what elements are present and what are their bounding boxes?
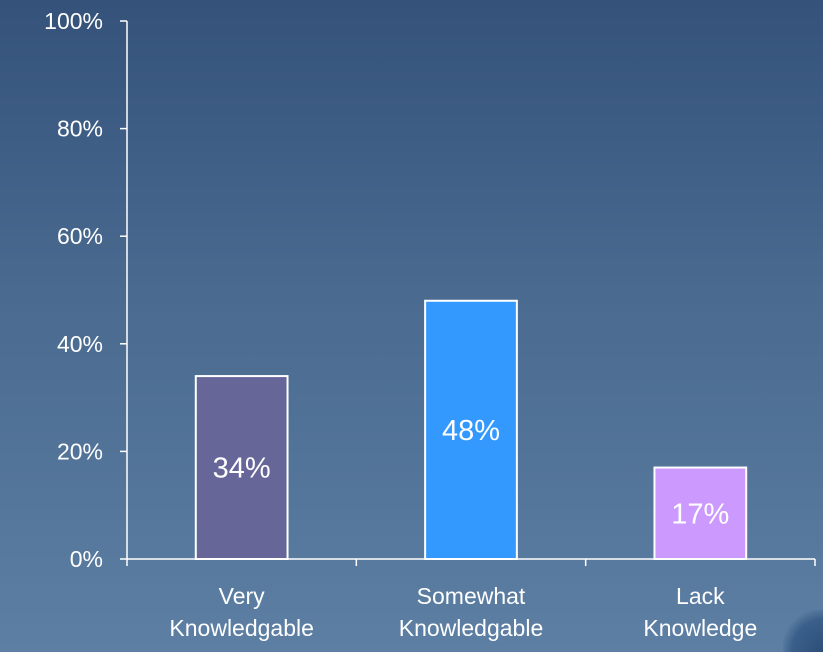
y-tick-label: 40% xyxy=(57,331,103,357)
bar xyxy=(194,375,289,560)
data-label: 34% xyxy=(213,453,271,485)
x-axis: Very Knowledgable Somewhat Knowledgable Lack… xyxy=(126,558,816,641)
bar xyxy=(653,466,748,561)
category-label: Knowledgable xyxy=(169,615,314,641)
bar xyxy=(424,299,518,560)
y-tick-label: 60% xyxy=(57,223,103,249)
y-tick-label: 80% xyxy=(57,116,103,142)
y-tick-label: 100% xyxy=(44,8,103,34)
category-label: Knowledgable xyxy=(399,615,544,641)
corner-decoration xyxy=(783,610,823,652)
category-label: Very xyxy=(219,583,266,609)
bars: 34% 48% 17% xyxy=(194,299,748,561)
y-tick-label: 0% xyxy=(70,546,103,572)
data-label: 17% xyxy=(671,498,729,530)
y-tick-label: 20% xyxy=(57,438,103,464)
category-label: Lack xyxy=(676,583,725,609)
y-axis: 0% 20% 40% 60% 80% 100% xyxy=(44,8,128,572)
data-label: 48% xyxy=(442,415,500,447)
category-label: Knowledge xyxy=(643,615,757,641)
category-label: Somewhat xyxy=(417,583,526,609)
